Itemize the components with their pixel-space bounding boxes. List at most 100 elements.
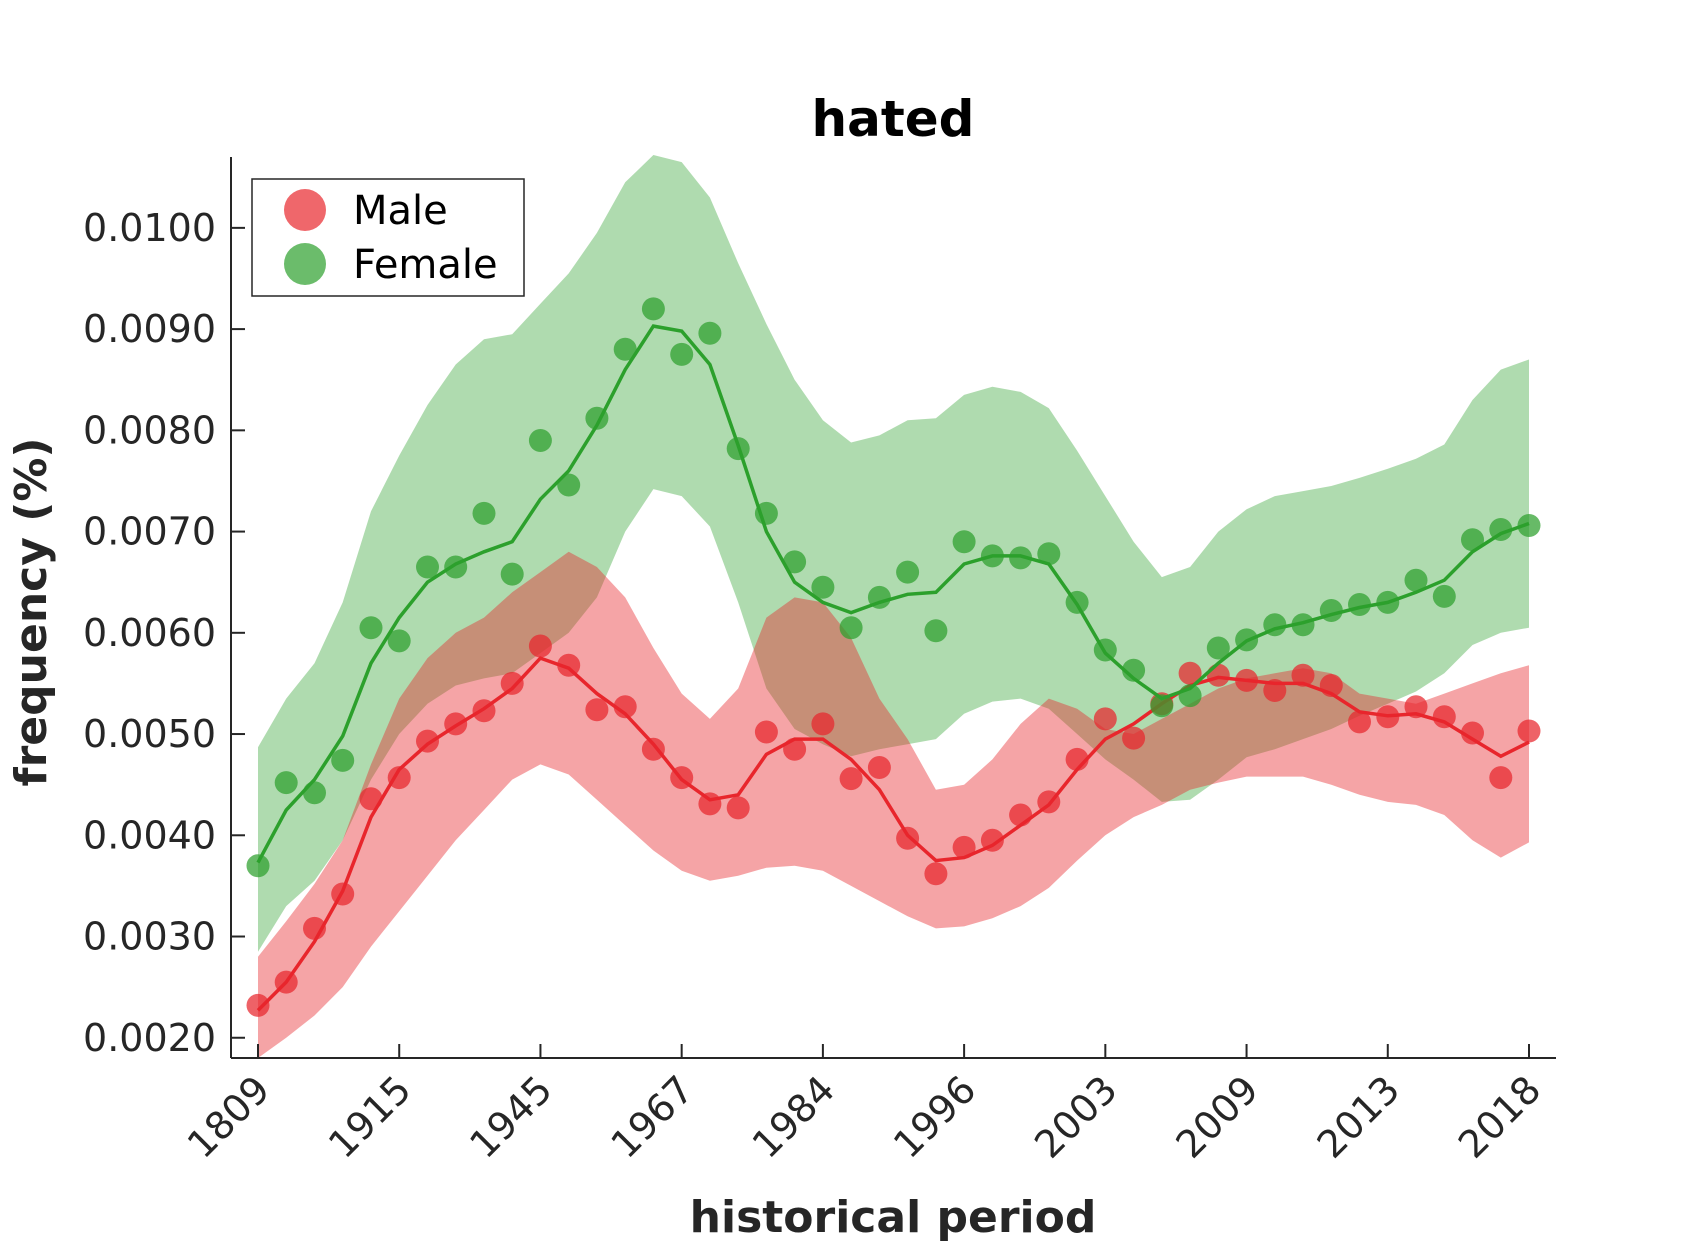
x-tick-label: 1945 (461, 1067, 561, 1167)
x-tick-label: 1984 (744, 1067, 844, 1167)
point-male (1009, 803, 1033, 827)
point-male (867, 756, 891, 779)
y-tick-label: 0.0050 (83, 712, 216, 756)
point-female (274, 771, 298, 795)
point-male (1037, 790, 1061, 814)
point-female (331, 748, 355, 772)
point-male (698, 792, 722, 816)
point-male (585, 698, 609, 722)
point-female (641, 297, 665, 321)
point-male (1291, 663, 1315, 687)
point-female (444, 555, 468, 579)
point-female (811, 575, 835, 599)
point-female (1432, 584, 1456, 608)
point-female (1348, 593, 1371, 616)
legend: Male Female (251, 178, 525, 297)
point-female (698, 321, 722, 345)
point-female (896, 560, 920, 584)
line-female (256, 324, 1530, 864)
point-male (1319, 674, 1343, 697)
point-female (839, 616, 863, 640)
y-ticks: 0.0020 0.0030 0.0040 0.0050 0.0060 0.0070 0.00… (83, 206, 245, 1060)
x-tick-label: 1915 (320, 1067, 420, 1167)
point-male (754, 720, 778, 744)
point-male (557, 653, 581, 677)
point-female (1150, 694, 1174, 718)
point-male (1489, 766, 1513, 790)
legend-label-female: Female (353, 242, 498, 288)
point-male (726, 796, 750, 820)
point-male (1376, 705, 1400, 729)
point-female (1319, 599, 1343, 622)
point-male (641, 737, 665, 761)
point-female (500, 562, 524, 586)
chart-title: hated (812, 90, 975, 148)
band-female (258, 155, 1529, 952)
point-male (472, 699, 496, 723)
x-tick-label: 1809 (179, 1067, 279, 1167)
point-male (1065, 747, 1089, 771)
point-male (274, 970, 298, 994)
point-male (1263, 679, 1287, 702)
point-female (1517, 514, 1541, 537)
point-male (416, 729, 439, 753)
point-male (1432, 705, 1456, 729)
point-male (670, 766, 694, 790)
point-female (387, 629, 411, 653)
y-tick-label: 0.0080 (83, 408, 216, 452)
x-axis-label: historical period (690, 1192, 1097, 1243)
point-male (359, 787, 383, 811)
point-male (952, 835, 976, 859)
point-male (811, 712, 835, 736)
point-male (783, 737, 807, 761)
point-female (1461, 528, 1484, 552)
point-female (1235, 628, 1259, 652)
x-tick-label: 2018 (1450, 1067, 1550, 1167)
point-female (416, 555, 439, 579)
point-female (1093, 638, 1117, 662)
point-male (1178, 661, 1202, 685)
point-female (867, 585, 891, 609)
point-female (472, 501, 496, 525)
line-male (256, 656, 1530, 1012)
point-female (1404, 568, 1428, 592)
point-female (1206, 636, 1230, 660)
legend-marker-male (284, 189, 326, 231)
point-male (303, 916, 326, 940)
point-female (1263, 613, 1287, 637)
point-male (1235, 668, 1259, 692)
point-male (331, 882, 355, 906)
point-female (359, 616, 383, 640)
point-male (1206, 663, 1230, 687)
point-male (839, 767, 863, 791)
point-female (980, 544, 1004, 568)
point-female (1037, 542, 1061, 566)
x-tick-label: 2009 (1167, 1067, 1267, 1167)
y-tick-label: 0.0090 (83, 307, 216, 351)
y-tick-label: 0.0070 (83, 510, 216, 554)
point-male (1093, 707, 1117, 731)
plot-area (246, 155, 1541, 1058)
point-male (528, 634, 552, 658)
point-female (952, 530, 976, 554)
point-male (387, 766, 411, 790)
point-female (924, 619, 948, 643)
point-female (754, 501, 778, 525)
legend-marker-female (284, 243, 326, 285)
band-male (258, 551, 1529, 1058)
point-male (924, 862, 948, 886)
y-axis-label: frequency (%) (6, 437, 57, 786)
point-male (1122, 726, 1146, 750)
point-male (1348, 710, 1371, 734)
point-male (980, 828, 1004, 852)
point-female (613, 337, 637, 361)
point-male (444, 712, 468, 736)
point-female (1065, 590, 1089, 614)
point-male (246, 993, 270, 1017)
point-male (500, 671, 524, 695)
point-female (726, 437, 750, 461)
y-tick-label: 0.0040 (83, 813, 216, 857)
point-female (303, 781, 326, 805)
point-male (896, 826, 920, 850)
